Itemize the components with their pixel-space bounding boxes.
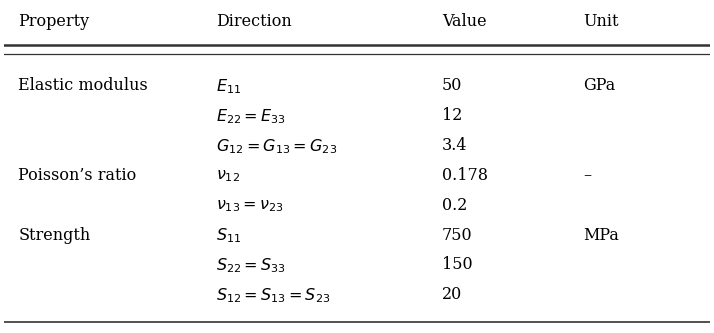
Text: 20: 20 bbox=[442, 286, 462, 303]
Text: $E_{11}$: $E_{11}$ bbox=[216, 77, 241, 96]
Text: Direction: Direction bbox=[216, 13, 291, 30]
Text: 12: 12 bbox=[442, 107, 462, 124]
Text: Elastic modulus: Elastic modulus bbox=[19, 77, 148, 94]
Text: $G_{12} = G_{13} = G_{23}$: $G_{12} = G_{13} = G_{23}$ bbox=[216, 137, 337, 156]
Text: Property: Property bbox=[19, 13, 89, 30]
Text: –: – bbox=[583, 167, 591, 184]
Text: 750: 750 bbox=[442, 226, 472, 243]
Text: $S_{12} = S_{13} = S_{23}$: $S_{12} = S_{13} = S_{23}$ bbox=[216, 286, 331, 305]
Text: Strength: Strength bbox=[19, 226, 91, 243]
Text: $\nu_{12}$: $\nu_{12}$ bbox=[216, 167, 240, 184]
Text: $\nu_{13} = \nu_{23}$: $\nu_{13} = \nu_{23}$ bbox=[216, 197, 283, 214]
Text: 0.178: 0.178 bbox=[442, 167, 488, 184]
Text: 0.2: 0.2 bbox=[442, 197, 467, 214]
Text: MPa: MPa bbox=[583, 226, 619, 243]
Text: Value: Value bbox=[442, 13, 486, 30]
Text: GPa: GPa bbox=[583, 77, 615, 94]
Text: $S_{22} = S_{33}$: $S_{22} = S_{33}$ bbox=[216, 256, 286, 275]
Text: 150: 150 bbox=[442, 256, 472, 273]
Text: $E_{22} = E_{33}$: $E_{22} = E_{33}$ bbox=[216, 107, 286, 126]
Text: 50: 50 bbox=[442, 77, 462, 94]
Text: Unit: Unit bbox=[583, 13, 618, 30]
Text: 3.4: 3.4 bbox=[442, 137, 467, 154]
Text: Poisson’s ratio: Poisson’s ratio bbox=[19, 167, 136, 184]
Text: $S_{11}$: $S_{11}$ bbox=[216, 226, 241, 245]
